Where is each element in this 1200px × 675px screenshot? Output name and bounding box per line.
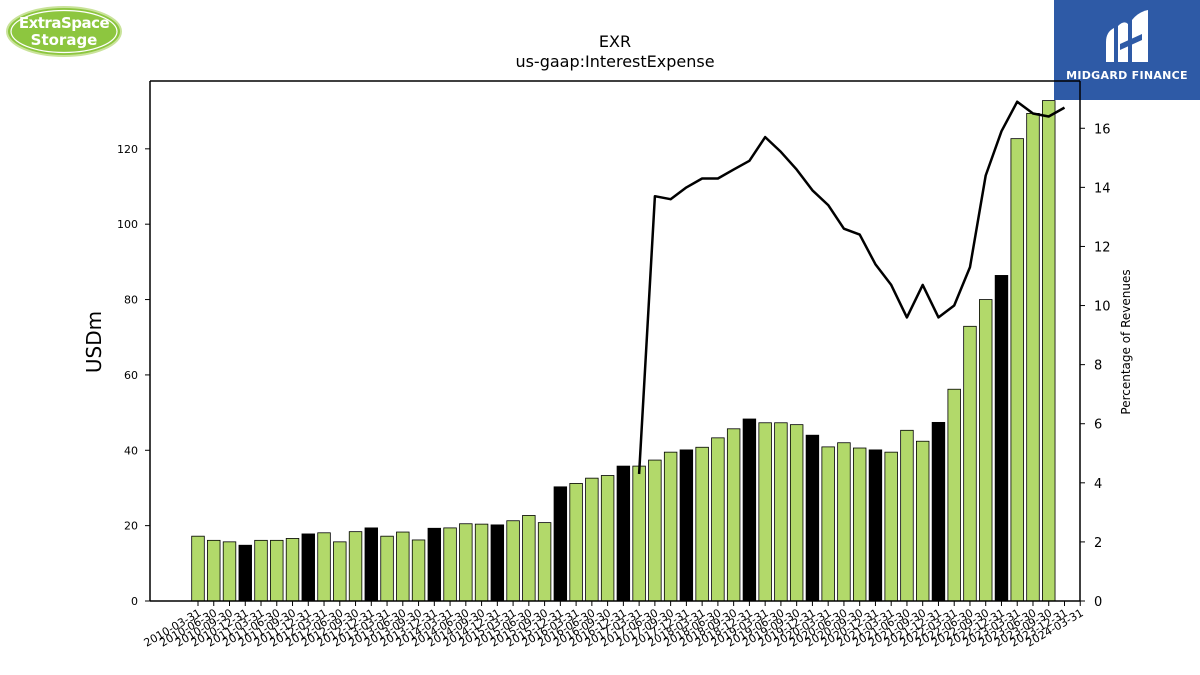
bar bbox=[774, 422, 788, 602]
y2-tick-label: 16 bbox=[1094, 122, 1111, 137]
bar bbox=[726, 428, 741, 602]
bar bbox=[837, 442, 851, 602]
bar bbox=[994, 275, 1009, 602]
bar bbox=[979, 299, 993, 602]
y-tick-label: 100 bbox=[117, 218, 138, 231]
bar bbox=[411, 539, 426, 602]
bar bbox=[427, 527, 442, 602]
y2-tick-label: 8 bbox=[1094, 359, 1102, 374]
y-tick-label: 80 bbox=[124, 294, 138, 307]
bar bbox=[380, 535, 394, 602]
extra-space-storage-logo: ExtraSpace Storage bbox=[6, 6, 122, 57]
bar bbox=[285, 538, 300, 602]
y2-axis-label: Percentage of Revenues bbox=[1119, 269, 1133, 414]
bar bbox=[1026, 113, 1040, 602]
series-line bbox=[637, 100, 1066, 475]
bar bbox=[585, 477, 599, 602]
bars-layer bbox=[191, 100, 1056, 602]
bar bbox=[333, 541, 347, 602]
bar bbox=[474, 523, 489, 602]
logo-left-line2: Storage bbox=[30, 31, 98, 49]
bar bbox=[191, 535, 205, 602]
bar bbox=[821, 446, 835, 602]
y-tick-label: 40 bbox=[124, 444, 138, 457]
bar bbox=[931, 421, 946, 602]
y-tick-label: 0 bbox=[131, 595, 138, 608]
bar bbox=[695, 446, 709, 602]
bar bbox=[947, 388, 961, 602]
bar bbox=[679, 449, 694, 602]
bar bbox=[1010, 138, 1024, 602]
bar bbox=[852, 447, 867, 602]
bar bbox=[663, 451, 678, 602]
chart-subtitle: us-gaap:InterestExpense bbox=[515, 52, 715, 71]
chart-title: EXR bbox=[598, 32, 632, 51]
bar bbox=[396, 531, 410, 602]
line-layer bbox=[637, 100, 1066, 475]
bar bbox=[254, 539, 268, 602]
bar bbox=[569, 483, 583, 602]
y-tick-label: 120 bbox=[117, 143, 138, 156]
bar bbox=[270, 539, 284, 602]
midgard-emblem-icon bbox=[1106, 10, 1148, 62]
bar bbox=[900, 429, 914, 602]
bar bbox=[789, 424, 804, 602]
bar bbox=[711, 437, 725, 602]
bar bbox=[884, 451, 898, 602]
logo-left-line1: ExtraSpace bbox=[18, 14, 110, 32]
bar bbox=[805, 434, 820, 602]
y2-tick-label: 6 bbox=[1094, 418, 1102, 433]
logo-right-text: MIDGARD FINANCE bbox=[1066, 69, 1188, 82]
y2-tick-label: 0 bbox=[1094, 595, 1102, 610]
bar bbox=[537, 522, 552, 602]
bar bbox=[522, 515, 536, 602]
bar bbox=[348, 531, 363, 602]
bar bbox=[317, 532, 331, 602]
bar bbox=[616, 465, 631, 602]
y-axis-label: USDm bbox=[82, 311, 106, 373]
bar bbox=[916, 440, 930, 602]
y-tick-label: 60 bbox=[124, 369, 138, 382]
bar bbox=[301, 533, 315, 602]
bar bbox=[648, 459, 662, 602]
bar bbox=[222, 541, 237, 602]
bar bbox=[207, 539, 221, 602]
y2-tick-label: 14 bbox=[1094, 181, 1111, 196]
bar bbox=[364, 527, 378, 602]
bar bbox=[868, 449, 883, 602]
bar bbox=[963, 325, 977, 602]
y2-tick-label: 10 bbox=[1094, 300, 1111, 315]
bar bbox=[490, 524, 505, 602]
bar bbox=[758, 422, 772, 602]
bar bbox=[238, 544, 252, 602]
y2-tick-label: 4 bbox=[1094, 477, 1102, 492]
bar bbox=[600, 475, 615, 602]
bar bbox=[506, 520, 520, 602]
bar bbox=[742, 418, 757, 602]
logo-badge-shape bbox=[6, 6, 122, 57]
bar bbox=[459, 523, 473, 602]
bar bbox=[1042, 100, 1056, 602]
y-tick-label: 20 bbox=[124, 520, 138, 533]
y2-tick-label: 12 bbox=[1094, 240, 1111, 255]
bar bbox=[632, 465, 646, 602]
midgard-finance-logo: MIDGARD FINANCE bbox=[1054, 0, 1200, 100]
bar bbox=[553, 486, 568, 602]
y2-tick-label: 2 bbox=[1094, 536, 1102, 551]
axes-layer: 02040608010012002468101214162010-03-3120… bbox=[117, 80, 1111, 650]
bar bbox=[443, 527, 457, 602]
